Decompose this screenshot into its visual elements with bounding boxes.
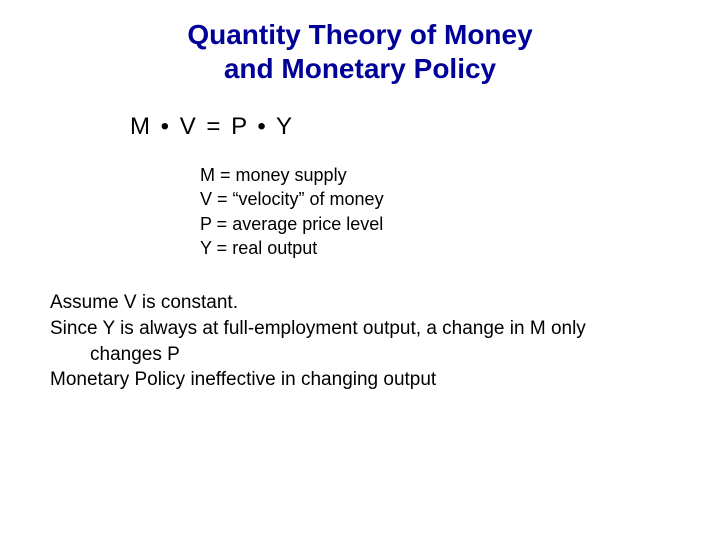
title-line-1: Quantity Theory of Money xyxy=(90,18,630,52)
definitions-list: M = money supply V = “velocity” of money… xyxy=(200,163,670,260)
body-line: Since Y is always at full-employment out… xyxy=(50,316,670,342)
body-line: Monetary Policy ineffective in changing … xyxy=(50,367,670,393)
slide-container: Quantity Theory of Money and Monetary Po… xyxy=(0,0,720,540)
definition-item: Y = real output xyxy=(200,236,670,260)
body-text: Assume V is constant. Since Y is always … xyxy=(50,290,670,393)
definition-item: M = money supply xyxy=(200,163,670,187)
definition-item: P = average price level xyxy=(200,212,670,236)
body-line: Assume V is constant. xyxy=(50,290,670,316)
body-line: changes P xyxy=(50,342,670,368)
definition-item: V = “velocity” of money xyxy=(200,187,670,211)
slide-title: Quantity Theory of Money and Monetary Po… xyxy=(50,18,670,85)
title-line-2: and Monetary Policy xyxy=(90,52,630,86)
equation: M • V = P • Y xyxy=(130,113,670,141)
